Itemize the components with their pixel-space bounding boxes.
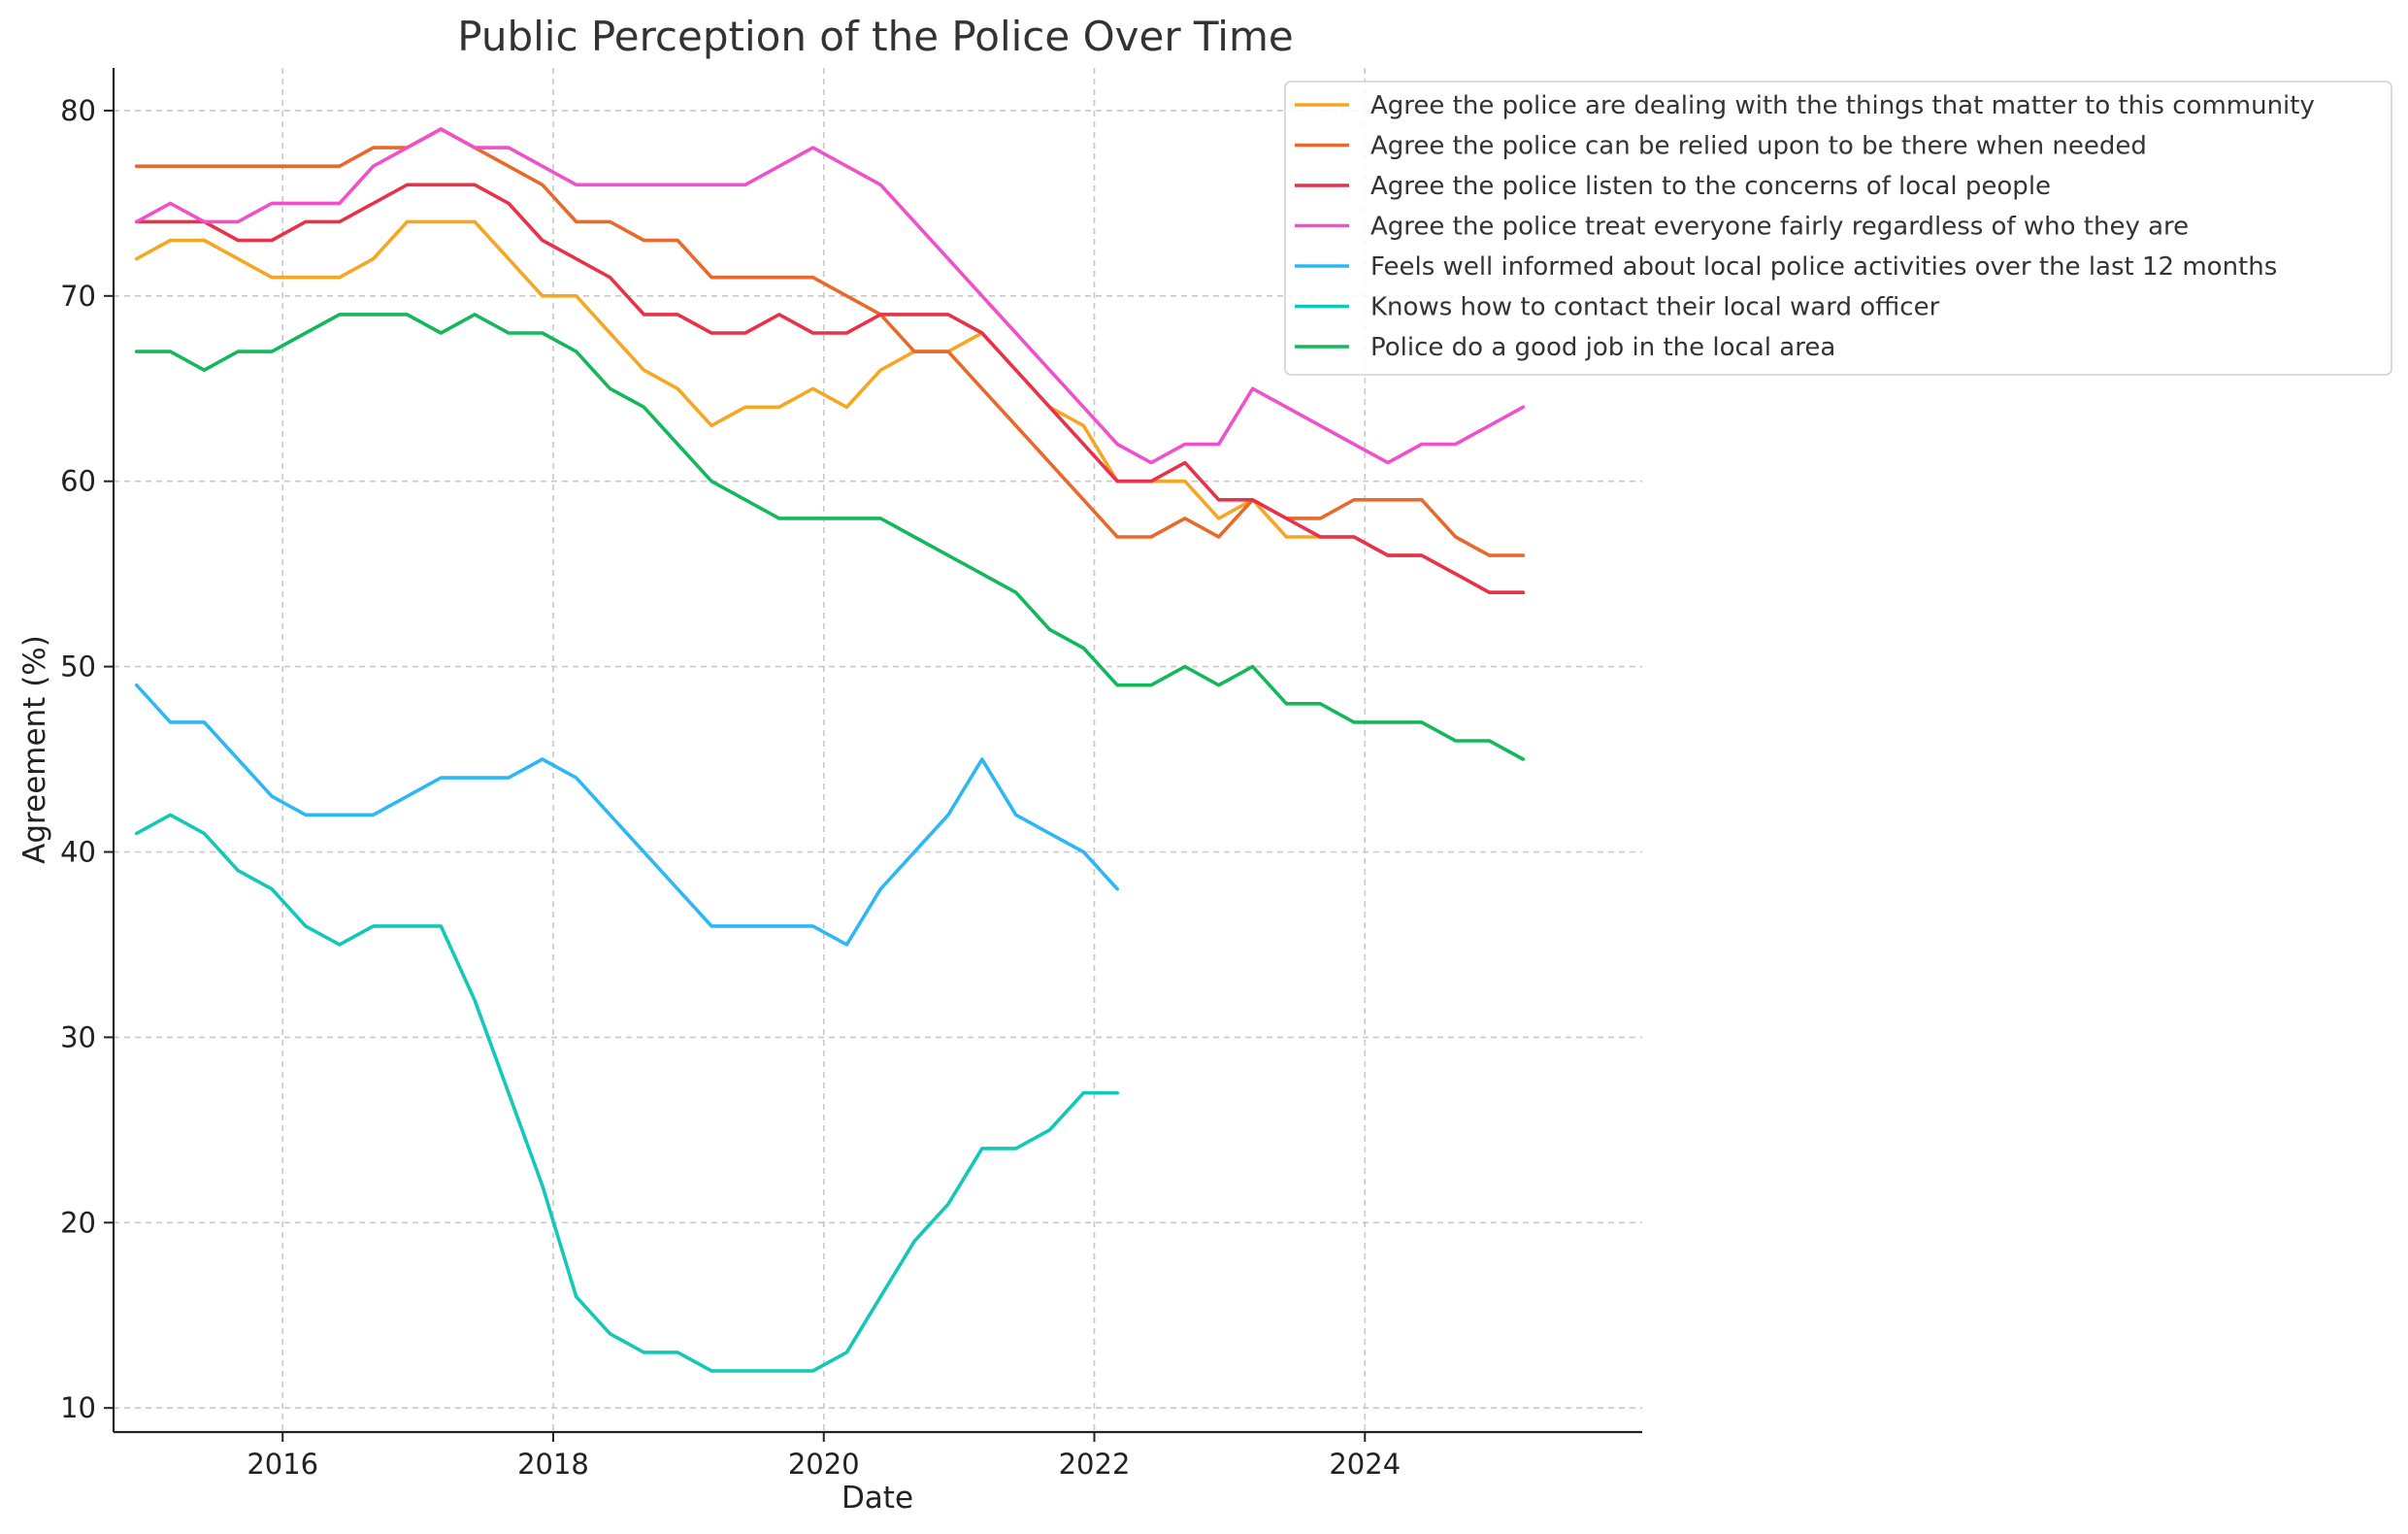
y-tick-label: 40	[60, 835, 96, 868]
ticks: 2016 2018 2020 2022 2024 10 20 30 40 50 60 70 80	[60, 94, 1401, 1481]
legend-box	[1284, 81, 2392, 376]
series-line-1	[134, 219, 1526, 595]
series-line-4	[134, 127, 1526, 465]
legend-label-6: Knows how to contact their local ward of…	[1370, 293, 1940, 322]
series-line-5	[134, 683, 1119, 947]
series-line-6	[134, 813, 1119, 1373]
x-axis-label: Date	[841, 1481, 913, 1516]
plot-area	[134, 127, 1526, 1373]
legend-label-1: Agree the police are dealing with the th…	[1370, 91, 2315, 120]
x-tick-label: 2024	[1329, 1448, 1401, 1481]
y-tick-label: 20	[60, 1206, 96, 1239]
legend-label-4: Agree the police treat everyone fairly r…	[1370, 213, 2189, 242]
y-tick-label: 10	[60, 1391, 96, 1424]
x-tick-label: 2018	[517, 1448, 589, 1481]
legend-label-5: Feels well informed about local police a…	[1370, 252, 2277, 282]
series-line-3	[134, 183, 1526, 595]
y-tick-label: 30	[60, 1020, 96, 1053]
legend: Agree the police are dealing with the th…	[1284, 81, 2392, 376]
y-tick-label: 80	[60, 94, 96, 127]
chart-title: Public Perception of the Police Over Tim…	[457, 13, 1293, 60]
x-tick-label: 2020	[788, 1448, 860, 1481]
series-line-7	[134, 313, 1526, 761]
x-tick-label: 2022	[1059, 1448, 1131, 1481]
series-line-2	[134, 127, 1526, 557]
y-tick-label: 50	[60, 650, 96, 684]
legend-label-3: Agree the police listen to the concerns …	[1370, 172, 2051, 201]
legend-label-2: Agree the police can be relied upon to b…	[1370, 132, 2147, 161]
y-axis-label: Agreement (%)	[17, 635, 52, 864]
y-tick-label: 60	[60, 465, 96, 498]
x-tick-label: 2016	[247, 1448, 318, 1481]
legend-label-7: Police do a good job in the local area	[1370, 333, 1835, 362]
y-tick-label: 70	[60, 280, 96, 313]
